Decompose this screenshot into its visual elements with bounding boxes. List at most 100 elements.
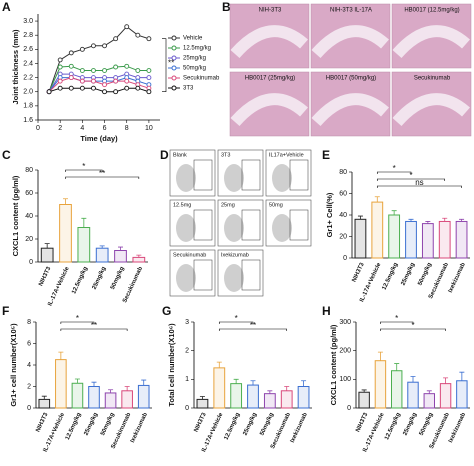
- annotation: *: [393, 164, 396, 173]
- plot-caption: Secukinumab: [173, 252, 206, 258]
- point: [113, 78, 119, 84]
- annotation: *: [76, 314, 79, 323]
- flow-cloud: [224, 164, 244, 192]
- bracket: [218, 321, 254, 324]
- error-bar: [74, 378, 80, 384]
- bracket: [60, 328, 128, 331]
- point: [91, 43, 96, 49]
- flow-cloud: [176, 264, 196, 292]
- bar: [371, 201, 384, 259]
- y-tick-label: 2.0: [23, 89, 33, 96]
- plot-caption: 3T3: [221, 152, 230, 158]
- plot-caption: Blank: [173, 152, 187, 158]
- legend-label: Vehicle: [183, 36, 203, 42]
- legend-marker: [171, 35, 177, 41]
- plot-caption: 25mg: [221, 202, 235, 208]
- bar: [421, 223, 434, 259]
- bar: [280, 390, 293, 409]
- error-bar: [459, 371, 465, 381]
- point: [102, 43, 107, 49]
- error-bar: [136, 254, 142, 258]
- error-bar: [63, 198, 68, 205]
- bracket: [376, 171, 412, 174]
- bar: [423, 393, 435, 409]
- annotation: *: [411, 321, 414, 330]
- bar: [104, 392, 117, 409]
- annotation: **: [168, 59, 174, 68]
- flow-cloud: [224, 214, 244, 242]
- legend-marker: [171, 55, 177, 61]
- flow-cloud: [176, 214, 196, 242]
- flow-gate: [193, 159, 213, 191]
- bar: [297, 386, 310, 409]
- y-tick-label: 1.6: [23, 117, 33, 124]
- flow-cloud: [272, 164, 292, 192]
- error-bar: [425, 221, 431, 224]
- bar: [59, 204, 72, 263]
- y-tick-label: 20: [25, 236, 33, 243]
- bar: [213, 367, 226, 409]
- annotation: **: [250, 321, 256, 330]
- y-axis-label: Total cell number(X10⁶): [167, 323, 176, 407]
- legend-label: 3T3: [183, 86, 194, 92]
- point: [79, 85, 85, 91]
- annotation: ns: [415, 178, 423, 187]
- y-tick-label: 60: [339, 190, 347, 197]
- bar: [71, 382, 84, 409]
- y-tick-label: 20: [339, 233, 347, 240]
- bracket: [376, 185, 462, 188]
- y-tick-label: 3: [185, 319, 189, 326]
- panel-label: C: [2, 148, 11, 162]
- error-bar: [357, 215, 363, 220]
- bracket: [65, 176, 140, 179]
- legend-label: 12.5mg/kg: [183, 46, 211, 52]
- point: [68, 50, 74, 56]
- error-bar: [442, 217, 448, 222]
- error-bar: [141, 379, 147, 386]
- error-bar: [233, 378, 239, 384]
- point: [146, 68, 152, 73]
- point: [124, 78, 130, 84]
- bar: [456, 380, 468, 409]
- error-bar: [443, 377, 449, 384]
- error-bar: [199, 396, 205, 400]
- y-tick-label: 40: [25, 213, 33, 220]
- error-bar: [408, 218, 414, 222]
- bar: [196, 398, 209, 409]
- point: [57, 85, 63, 91]
- y-tick-label: 80: [339, 169, 347, 176]
- point: [124, 24, 130, 30]
- annotation: **: [91, 321, 97, 330]
- bar: [137, 384, 150, 409]
- legend-marker: [171, 65, 177, 71]
- error-bar: [361, 389, 367, 393]
- y-tick-label: 200: [339, 348, 351, 355]
- error-bar: [44, 243, 50, 249]
- panel-label: G: [162, 304, 171, 318]
- bar: [455, 220, 468, 259]
- point: [68, 63, 74, 69]
- point: [113, 89, 119, 95]
- y-tick-label: 2: [27, 383, 31, 390]
- bracket: [218, 328, 288, 331]
- bar: [439, 383, 452, 409]
- point: [102, 68, 107, 73]
- tissue: [392, 25, 470, 59]
- series-line: [48, 26, 150, 92]
- flow-gate: [193, 209, 213, 241]
- legend-label: 25mg/kg: [183, 56, 206, 62]
- point: [91, 85, 96, 91]
- bar: [354, 218, 367, 259]
- error-bar: [58, 351, 64, 360]
- error-bar: [118, 246, 123, 251]
- bracket: [65, 169, 103, 172]
- y-axis-label: Gr1+ cell number(X10⁵): [9, 323, 18, 407]
- image-caption: Secukinumab: [414, 76, 451, 82]
- point: [146, 36, 152, 42]
- bar: [132, 256, 146, 263]
- bar: [40, 247, 54, 263]
- error-bar: [250, 380, 256, 386]
- bar: [95, 247, 109, 263]
- y-tick-label: 0: [185, 405, 189, 412]
- y-tick-label: 0: [27, 405, 31, 412]
